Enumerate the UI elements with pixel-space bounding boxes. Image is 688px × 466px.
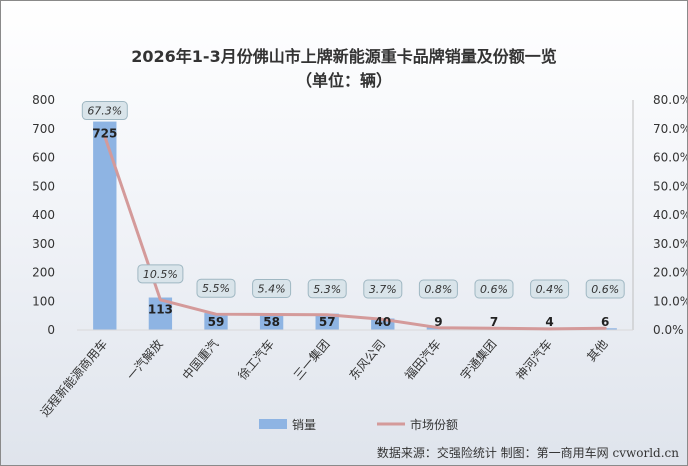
y-left-tick-label: 700 xyxy=(32,122,55,136)
legend-label-bar: 销量 xyxy=(292,418,316,432)
category-label: 福田汽车 xyxy=(401,336,443,382)
bar xyxy=(259,313,284,330)
share-label: 5.3% xyxy=(313,283,341,296)
share-label: 0.4% xyxy=(536,283,564,296)
category-label: 其他 xyxy=(584,337,610,364)
y-left-tick-label: 300 xyxy=(32,237,55,251)
bar xyxy=(315,313,339,330)
y-left-tick-label: 0 xyxy=(47,323,55,337)
bar-value-label: 58 xyxy=(263,315,280,329)
share-label: 67.3% xyxy=(87,105,122,118)
share-label: 0.6% xyxy=(591,283,619,296)
share-label: 5.4% xyxy=(258,282,286,295)
bar-value-label: 113 xyxy=(148,303,173,317)
share-label-box xyxy=(363,279,403,299)
bar-value-label: 4 xyxy=(545,315,553,329)
bar xyxy=(371,318,395,330)
category-label: 中国重汽 xyxy=(179,336,221,382)
bar-value-label: 6 xyxy=(601,315,609,329)
source-note: 数据来源：交强险统计 制图：第一商用车网 cvworld.cn xyxy=(376,446,679,460)
share-line xyxy=(103,135,607,331)
y-right-tick-label: 40.0% xyxy=(653,208,687,222)
share-label-box xyxy=(585,279,625,299)
bar-value-label: 7 xyxy=(490,315,498,329)
bar-value-label: 40 xyxy=(374,315,391,329)
share-label-box xyxy=(137,264,184,284)
y-left-tick-label: 400 xyxy=(32,208,55,222)
share-label: 3.7% xyxy=(369,283,397,296)
category-label: 东风公司 xyxy=(347,337,389,383)
bar-value-label: 725 xyxy=(92,127,117,141)
y-right-tick-label: 10.0% xyxy=(653,294,687,308)
category-label: 一汽解放 xyxy=(123,336,165,382)
category-label: 徐工汽车 xyxy=(235,336,277,382)
share-label-box xyxy=(530,279,570,299)
share-label-box xyxy=(81,101,128,121)
share-label-box xyxy=(474,279,514,299)
chart-title-line2: （单位：辆） xyxy=(295,71,392,90)
y-left-tick-label: 100 xyxy=(32,294,55,308)
chart-title-line1: 2026年1-3月份佛山市上牌新能源重卡品牌销量及份额一览 xyxy=(131,47,557,66)
share-label-box xyxy=(196,278,236,298)
y-left-tick-label: 800 xyxy=(32,93,55,107)
bar xyxy=(148,297,173,330)
y-right-tick-label: 50.0% xyxy=(653,179,687,193)
y-right-tick-label: 0.0% xyxy=(653,323,684,337)
bar-value-label: 59 xyxy=(208,315,225,329)
share-label-box xyxy=(307,279,347,299)
y-right-tick-label: 70.0% xyxy=(653,122,687,136)
y-right-tick-label: 20.0% xyxy=(653,266,687,280)
bar-value-label: 9 xyxy=(434,315,442,329)
share-label: 5.5% xyxy=(202,282,230,295)
share-label: 10.5% xyxy=(143,268,178,281)
chart-title: 2026年1-3月份佛山市上牌新能源重卡品牌销量及份额一览 （单位：辆） xyxy=(1,45,687,93)
category-label: 宇通集团 xyxy=(457,336,499,382)
y-left-tick-label: 500 xyxy=(32,179,55,193)
category-label: 神河汽车 xyxy=(513,336,555,382)
category-label: 远程新能源商用车 xyxy=(37,336,110,419)
y-right-tick-label: 30.0% xyxy=(653,237,687,251)
y-right-tick-label: 80.0% xyxy=(653,93,687,107)
bar-value-label: 57 xyxy=(319,315,336,329)
share-label: 0.8% xyxy=(424,283,452,296)
y-left-tick-label: 600 xyxy=(32,151,55,165)
share-label: 0.6% xyxy=(480,283,508,296)
legend-swatch-bar xyxy=(259,419,287,429)
category-label: 三一集团 xyxy=(290,336,332,382)
share-label-box xyxy=(252,278,292,298)
legend-label-line: 市场份额 xyxy=(410,417,458,432)
y-left-tick-label: 200 xyxy=(32,266,55,280)
bar xyxy=(93,121,117,330)
bar xyxy=(204,313,228,330)
y-right-tick-label: 60.0% xyxy=(653,151,687,165)
share-label-box xyxy=(418,279,458,299)
